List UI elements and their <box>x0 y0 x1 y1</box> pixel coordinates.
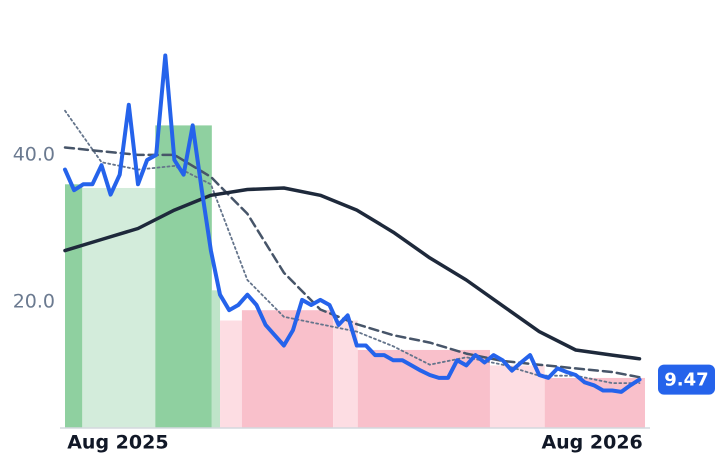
series-line <box>63 53 642 394</box>
series-line <box>63 186 642 361</box>
band <box>241 310 334 428</box>
x-tick-label: Aug 2026 <box>541 432 642 454</box>
last-price-label: 9.47 <box>664 370 708 391</box>
x-tick-label: Aug 2025 <box>67 432 168 454</box>
y-tick-label: 20.0 <box>13 291 55 313</box>
series-line <box>63 146 641 379</box>
band <box>65 184 83 428</box>
band <box>220 320 242 428</box>
y-tick-label: 40.0 <box>13 143 55 165</box>
band <box>489 365 545 428</box>
last-price-badge <box>658 364 715 395</box>
band <box>82 187 156 428</box>
band <box>211 290 221 428</box>
